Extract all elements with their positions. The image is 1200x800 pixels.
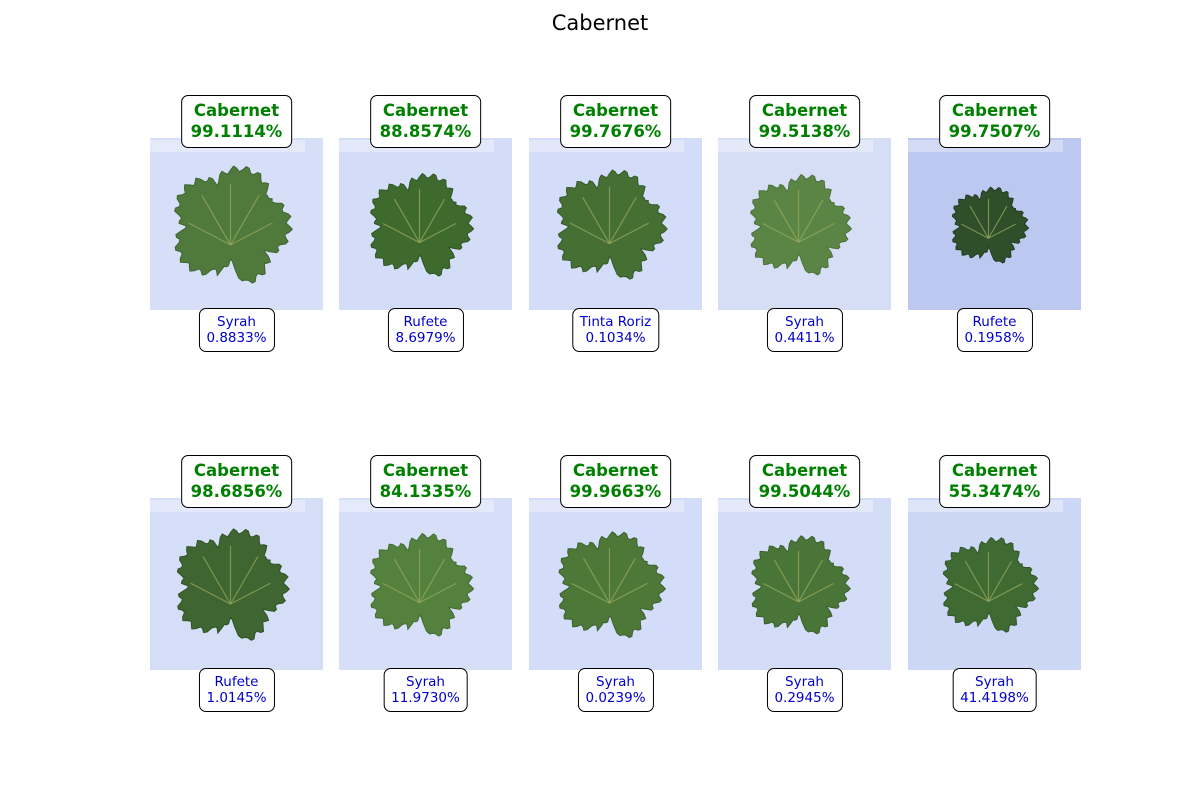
predicted-class: Cabernet [382,461,469,480]
prediction-panel [150,498,323,670]
prediction-panel [908,138,1081,310]
predicted-confidence: 55.3474% [948,482,1041,501]
alternative-label: Syrah 0.4411% [766,308,843,352]
prediction-panel [339,498,512,670]
predicted-label: Cabernet 99.5138% [748,95,861,148]
prediction-panel [529,498,702,670]
alternative-confidence: 0.1034% [585,330,646,346]
leaf-image [908,138,1081,310]
leaf-image [150,498,323,670]
alternative-label: Rufete 8.6979% [387,308,464,352]
alternative-class: Syrah [975,674,1014,690]
predicted-label: Cabernet 99.1114% [180,95,293,148]
predicted-label: Cabernet 99.5044% [748,455,861,508]
predicted-label: Cabernet 98.6856% [180,455,293,508]
page-title: Cabernet [551,11,649,35]
predicted-class: Cabernet [193,101,280,120]
alternative-label: Rufete 0.1958% [956,308,1033,352]
alternative-class: Rufete [214,674,259,690]
leaf-image [908,498,1081,670]
alternative-class: Rufete [403,314,448,330]
alternative-class: Syrah [785,674,824,690]
prediction-panel [908,498,1081,670]
predicted-confidence: 99.7507% [948,122,1041,141]
leaf-image [718,138,891,310]
alternative-label: Rufete 1.0145% [198,668,275,712]
alternative-class: Syrah [596,674,635,690]
alternative-label: Syrah 41.4198% [952,668,1037,712]
alternative-label: Syrah 0.2945% [766,668,843,712]
predicted-class: Cabernet [572,101,659,120]
predicted-class: Cabernet [761,101,848,120]
alternative-confidence: 11.9730% [391,690,460,706]
predicted-confidence: 84.1335% [379,482,472,501]
alternative-confidence: 0.8833% [206,330,267,346]
leaf-image [339,138,512,310]
prediction-panel [718,498,891,670]
alternative-confidence: 0.0239% [585,690,646,706]
prediction-panel [339,138,512,310]
predicted-confidence: 99.9663% [569,482,662,501]
leaf-image [529,498,702,670]
predicted-confidence: 99.1114% [190,122,283,141]
predicted-confidence: 99.5138% [758,122,851,141]
alternative-class: Syrah [785,314,824,330]
alternative-class: Syrah [406,674,445,690]
predicted-confidence: 98.6856% [190,482,283,501]
predicted-class: Cabernet [951,101,1038,120]
alternative-class: Rufete [972,314,1017,330]
predicted-confidence: 88.8574% [379,122,472,141]
alternative-confidence: 8.6979% [395,330,456,346]
alternative-confidence: 0.2945% [774,690,835,706]
prediction-panel [150,138,323,310]
alternative-class: Syrah [217,314,256,330]
alternative-confidence: 0.4411% [774,330,835,346]
predicted-label: Cabernet 99.7676% [559,95,672,148]
predicted-class: Cabernet [761,461,848,480]
alternative-confidence: 41.4198% [960,690,1029,706]
predicted-confidence: 99.7676% [569,122,662,141]
alternative-confidence: 0.1958% [964,330,1025,346]
predicted-class: Cabernet [193,461,280,480]
alternative-label: Syrah 0.0239% [577,668,654,712]
alternative-class: Tinta Roriz [579,314,652,330]
predicted-class: Cabernet [951,461,1038,480]
prediction-panel [718,138,891,310]
predicted-confidence: 99.5044% [758,482,851,501]
alternative-label: Syrah 0.8833% [198,308,275,352]
leaf-image [718,498,891,670]
predicted-label: Cabernet 88.8574% [369,95,482,148]
predicted-class: Cabernet [572,461,659,480]
predicted-class: Cabernet [382,101,469,120]
leaf-image [150,138,323,310]
predicted-label: Cabernet 84.1335% [369,455,482,508]
alternative-label: Syrah 11.9730% [383,668,468,712]
leaf-image [529,138,702,310]
alternative-confidence: 1.0145% [206,690,267,706]
predicted-label: Cabernet 55.3474% [938,455,1051,508]
leaf-image [339,498,512,670]
predicted-label: Cabernet 99.7507% [938,95,1051,148]
predicted-label: Cabernet 99.9663% [559,455,672,508]
prediction-panel [529,138,702,310]
alternative-label: Tinta Roriz 0.1034% [571,308,660,352]
